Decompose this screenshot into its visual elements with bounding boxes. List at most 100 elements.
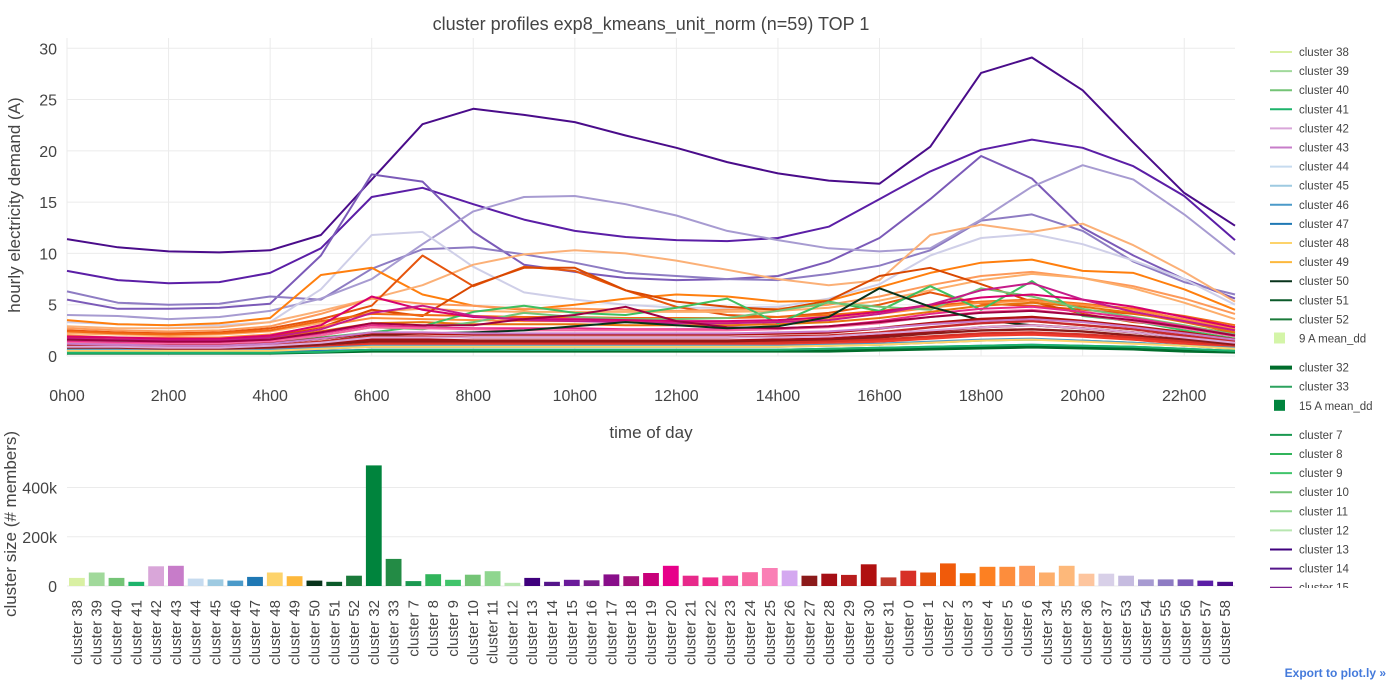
series-line-cluster-36[interactable] (66, 222, 1236, 330)
legend-item[interactable]: cluster 39 (1270, 66, 1349, 78)
bar-cluster-32[interactable] (365, 465, 382, 586)
legend-item[interactable]: cluster 40 (1270, 85, 1349, 97)
bar-cluster-9[interactable] (445, 579, 461, 586)
export-to-plotly-link[interactable]: Export to plot.ly » (1284, 666, 1386, 680)
series-line-cluster-42[interactable] (67, 324, 1236, 349)
legend-item[interactable]: cluster 47 (1270, 219, 1349, 231)
bar-cluster-51[interactable] (326, 581, 343, 586)
bar-cluster-16[interactable] (583, 580, 600, 586)
bar-cluster-39[interactable] (88, 572, 105, 587)
legend-item[interactable]: cluster 43 (1270, 143, 1349, 155)
bar-cluster-6[interactable] (1019, 565, 1035, 586)
legend-item[interactable]: cluster 7 (1270, 430, 1342, 442)
bar-cluster-21[interactable] (682, 575, 699, 586)
bar-cluster-48[interactable] (266, 572, 283, 587)
bar-cluster-33[interactable] (385, 558, 402, 586)
legend-item[interactable]: cluster 13 (1270, 545, 1349, 557)
bar-cluster-27[interactable] (801, 575, 818, 586)
legend-item[interactable]: cluster 51 (1270, 295, 1349, 307)
series-line-cluster-20[interactable] (66, 293, 1236, 340)
legend-item[interactable]: cluster 38 (1270, 47, 1349, 59)
bar-cluster-35[interactable] (1058, 565, 1075, 586)
bar-cluster-54[interactable] (1138, 579, 1154, 586)
bar-cluster-49[interactable] (286, 576, 303, 586)
bar-cluster-29[interactable] (841, 574, 857, 586)
series-line-cluster-48[interactable] (67, 338, 1236, 352)
legend-item[interactable]: 9 A mean_dd (1274, 332, 1366, 346)
bar-cluster-43[interactable] (168, 565, 184, 586)
bar-cluster-1[interactable] (920, 572, 936, 587)
legend-item[interactable]: cluster 14 (1270, 564, 1349, 576)
legend-item[interactable]: cluster 50 (1270, 276, 1349, 288)
legend-item[interactable]: cluster 32 (1270, 363, 1349, 375)
bar-cluster-0[interactable] (900, 570, 917, 586)
bar-cluster-57[interactable] (1197, 580, 1214, 586)
bar-cluster-31[interactable] (880, 577, 897, 586)
bar-cluster-38[interactable] (69, 577, 85, 586)
bar-cluster-26[interactable] (781, 570, 798, 587)
legend-item[interactable]: cluster 15 (1270, 583, 1349, 595)
series-line-cluster-35[interactable] (66, 270, 1236, 333)
series-line-cluster-55[interactable] (66, 155, 1236, 310)
legend-item[interactable]: cluster 42 (1270, 123, 1349, 135)
bar-cluster-2[interactable] (940, 563, 956, 586)
bar-cluster-24[interactable] (742, 572, 758, 586)
bar-cluster-5[interactable] (999, 566, 1016, 586)
bar-cluster-7[interactable] (405, 581, 422, 586)
series-line-cluster-41[interactable] (67, 343, 1236, 354)
bar-cluster-14[interactable] (544, 581, 560, 586)
legend-item[interactable]: cluster 52 (1270, 314, 1349, 326)
legend-item[interactable]: cluster 11 (1270, 506, 1348, 518)
bar-cluster-13[interactable] (524, 577, 541, 586)
bar-cluster-22[interactable] (702, 577, 719, 586)
legend-item[interactable]: cluster 46 (1270, 200, 1349, 212)
bar-cluster-25[interactable] (761, 568, 778, 586)
bar-cluster-18[interactable] (623, 576, 640, 586)
legend-item[interactable]: 15 A mean_dd (1274, 399, 1373, 413)
bar-cluster-10[interactable] (464, 574, 481, 586)
series-line-cluster-27[interactable] (67, 328, 1236, 351)
series-line-cluster-57[interactable] (66, 164, 1236, 321)
legend-item[interactable]: cluster 41 (1270, 104, 1349, 116)
legend-item[interactable]: cluster 49 (1270, 257, 1349, 269)
bar-cluster-37[interactable] (1098, 573, 1115, 586)
bar-cluster-42[interactable] (148, 566, 164, 586)
bar-cluster-30[interactable] (860, 564, 877, 586)
series-line-cluster-56[interactable] (66, 213, 1236, 306)
bar-cluster-19[interactable] (643, 573, 659, 586)
legend-item[interactable]: cluster 9 (1270, 468, 1342, 480)
bar-cluster-20[interactable] (662, 565, 679, 586)
bar-cluster-28[interactable] (821, 573, 838, 586)
legend-item[interactable]: cluster 12 (1270, 525, 1349, 537)
legend-item[interactable]: cluster 10 (1270, 487, 1349, 499)
bar-cluster-58[interactable] (1217, 581, 1233, 586)
legend-item[interactable]: cluster 48 (1270, 238, 1349, 250)
bar-cluster-17[interactable] (603, 574, 620, 586)
bar-cluster-40[interactable] (108, 577, 125, 586)
bar-cluster-46[interactable] (227, 580, 244, 586)
bar-cluster-47[interactable] (247, 576, 263, 586)
legend-item[interactable]: cluster 8 (1270, 449, 1342, 461)
bar-cluster-12[interactable] (504, 582, 521, 586)
legend[interactable]: cluster 38 cluster 39 cluster 40 cluster 41… (1270, 47, 1373, 595)
series-line-cluster-43[interactable] (66, 318, 1236, 347)
bar-cluster-44[interactable] (187, 578, 204, 586)
bar-cluster-3[interactable] (959, 573, 976, 586)
bar-cluster-15[interactable] (563, 579, 580, 586)
legend-item[interactable]: cluster 44 (1270, 162, 1349, 174)
bar-cluster-8[interactable] (425, 574, 442, 586)
bar-cluster-23[interactable] (722, 575, 739, 586)
legend-item[interactable]: cluster 45 (1270, 181, 1349, 193)
bar-cluster-55[interactable] (1157, 579, 1174, 586)
legend-item[interactable]: cluster 33 (1270, 382, 1349, 394)
bar-cluster-34[interactable] (1039, 572, 1055, 587)
series-line-cluster-13[interactable] (66, 138, 1236, 285)
bar-cluster-11[interactable] (484, 571, 501, 586)
bar-cluster-53[interactable] (1118, 575, 1134, 586)
bar-cluster-36[interactable] (1078, 573, 1095, 586)
bar-cluster-56[interactable] (1177, 579, 1194, 586)
bar-cluster-41[interactable] (128, 581, 145, 586)
bar-cluster-45[interactable] (207, 579, 224, 586)
bar-cluster-50[interactable] (306, 580, 323, 586)
series-line-cluster-14[interactable] (66, 56, 1236, 254)
